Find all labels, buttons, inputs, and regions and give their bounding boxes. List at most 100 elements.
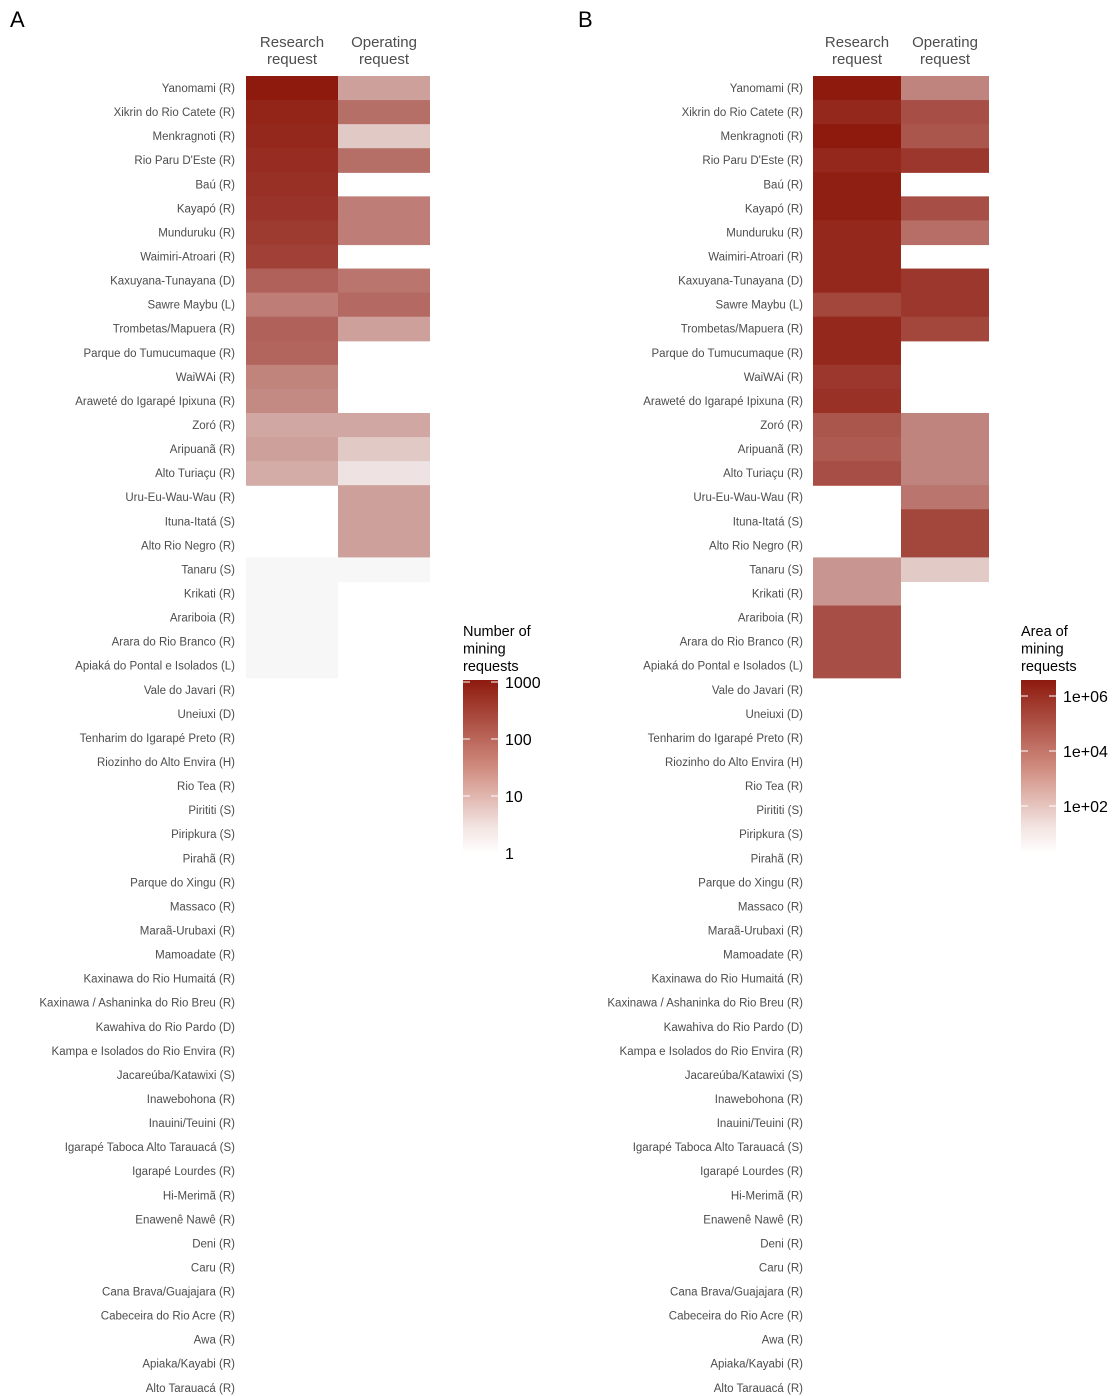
row-label: Rio Paru D'Este (R) — [134, 155, 235, 167]
row-label: Aripuanã (R) — [170, 444, 235, 456]
row-label: Riozinho do Alto Envira (H) — [665, 757, 803, 769]
row-label: Maraã-Urubaxi (R) — [140, 925, 235, 937]
heatmap-cell — [246, 557, 338, 583]
row-label: Awa (R) — [762, 1335, 803, 1347]
row-label: Yanomami (R) — [162, 83, 235, 95]
row-label: Ituna-Itatá (S) — [165, 516, 235, 528]
row-label: Ituna-Itatá (S) — [733, 516, 803, 528]
column-header: Research — [260, 34, 324, 51]
heatmap-cell — [246, 172, 338, 197]
row-label: Menkragnoti (R) — [153, 131, 236, 143]
legend-tick-label: 10 — [505, 789, 523, 806]
heatmap-cell — [246, 268, 338, 294]
heatmap-cell — [338, 557, 430, 583]
row-label: Alto Turiaçu (R) — [723, 468, 803, 480]
heatmap-cell — [813, 220, 901, 246]
heatmap-cell — [246, 244, 338, 270]
row-label: Uru-Eu-Wau-Wau (R) — [693, 492, 803, 504]
heatmap-cell — [246, 196, 338, 222]
column-header: request — [267, 51, 318, 68]
row-label: Arara do Rio Branco (R) — [680, 637, 804, 649]
heatmap-cell — [338, 220, 430, 246]
heatmap-cell — [246, 461, 338, 486]
heatmap-cell — [246, 148, 338, 173]
heatmap-cell — [901, 124, 989, 149]
legend-tick-label: 100 — [505, 732, 532, 749]
legend-tick-label: 1e+04 — [1063, 744, 1108, 761]
row-label: Apiaká do Pontal e Isolados (L) — [643, 661, 803, 673]
row-label: Piripkura (S) — [739, 829, 803, 841]
heatmap-cell — [813, 653, 901, 679]
row-label: Trombetas/Mapuera (R) — [113, 324, 235, 336]
row-label: Igarapé Lourdes (R) — [132, 1166, 235, 1178]
heatmap-cell — [813, 437, 901, 462]
legend-title: mining — [463, 642, 506, 658]
column-header: request — [920, 51, 971, 68]
row-label: Baú (R) — [763, 179, 803, 191]
row-label: Parque do Xingu (R) — [130, 877, 235, 889]
row-label: Uneiuxi (D) — [745, 709, 803, 721]
row-label: Maraã-Urubaxi (R) — [708, 925, 803, 937]
legend-title: Number of — [463, 624, 532, 640]
heatmap-cell — [901, 292, 989, 318]
row-label: Kaxinawa / Ashaninka do Rio Breu (R) — [39, 998, 235, 1010]
heatmap-cell — [813, 148, 901, 173]
row-label: Menkragnoti (R) — [721, 131, 804, 143]
heatmap-cell — [338, 461, 430, 486]
row-label: Riozinho do Alto Envira (H) — [97, 757, 235, 769]
row-label: Pirahã (R) — [183, 853, 236, 865]
heatmap-cell — [246, 220, 338, 246]
row-label: Jacareúba/Katawixi (S) — [117, 1070, 235, 1082]
row-label: Enawenê Nawê (R) — [703, 1214, 803, 1226]
heatmap-cell — [813, 172, 901, 197]
legend-color-bar — [1021, 680, 1056, 853]
row-label: Sawre Maybu (L) — [715, 300, 803, 312]
row-label: Cabeceira do Rio Acre (R) — [101, 1311, 235, 1323]
heatmap-cell — [246, 388, 338, 414]
heatmap-cell — [813, 412, 901, 438]
row-label: Kampa e Isolados do Rio Envira (R) — [52, 1046, 236, 1058]
heatmap-cell — [338, 148, 430, 173]
heatmap-cell — [246, 653, 338, 679]
heatmap-cell — [901, 509, 989, 534]
row-label: Pirititi (S) — [188, 805, 235, 817]
heatmap-cell — [338, 196, 430, 222]
heatmap-cell — [813, 196, 901, 222]
legend-title: Area of — [1021, 624, 1069, 640]
heatmap-cell — [338, 533, 430, 558]
row-label: Massaco (R) — [738, 901, 803, 913]
heatmap-cell — [338, 485, 430, 510]
row-label: Alto Tarauacá (R) — [146, 1383, 235, 1395]
panel-a: AResearchrequestOperatingrequestYanomami… — [10, 7, 541, 1395]
heatmap-cell — [813, 388, 901, 414]
heatmap-cell — [338, 316, 430, 342]
row-label: Kayapó (R) — [745, 203, 803, 215]
row-label: Vale do Javari (R) — [144, 685, 235, 697]
row-label: Igarapé Lourdes (R) — [700, 1166, 803, 1178]
heatmap-cell — [901, 485, 989, 510]
row-label: Awa (R) — [194, 1335, 235, 1347]
heatmap-cell — [813, 76, 901, 101]
column-header: request — [832, 51, 883, 68]
row-label: Apiaka/Kayabi (R) — [710, 1359, 803, 1371]
row-label: Munduruku (R) — [726, 227, 803, 239]
heatmap-cell — [813, 364, 901, 390]
row-label: Parque do Xingu (R) — [698, 877, 803, 889]
heatmap-cell — [901, 557, 989, 583]
heatmap-cell — [813, 581, 901, 607]
row-label: Parque do Tumucumaque (R) — [652, 348, 804, 360]
legend-tick-label: 1e+06 — [1063, 689, 1108, 706]
legend-tick-label: 1 — [505, 846, 514, 863]
row-label: Kaxinawa / Ashaninka do Rio Breu (R) — [607, 998, 803, 1010]
row-label: Pirititi (S) — [756, 805, 803, 817]
row-label: Inawebohona (R) — [715, 1094, 803, 1106]
row-label: WaiWAi (R) — [744, 372, 803, 384]
row-label: Caru (R) — [191, 1262, 235, 1274]
row-label: Xikrin do Rio Catete (R) — [682, 107, 804, 119]
panel-letter: B — [578, 7, 593, 32]
row-label: Xikrin do Rio Catete (R) — [114, 107, 236, 119]
row-label: Massaco (R) — [170, 901, 235, 913]
row-label: Baú (R) — [195, 179, 235, 191]
row-label: Hi-Merimã (R) — [731, 1190, 803, 1202]
